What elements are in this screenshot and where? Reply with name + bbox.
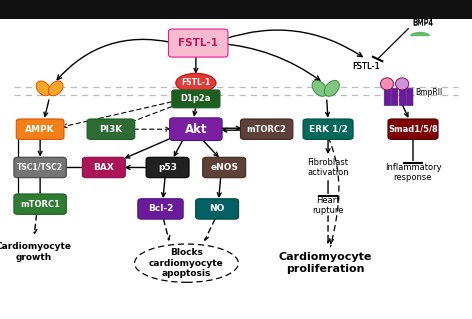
FancyBboxPatch shape xyxy=(303,119,353,139)
Text: Cardiomyocyte
proliferation: Cardiomyocyte proliferation xyxy=(279,252,372,274)
Ellipse shape xyxy=(380,78,394,90)
Text: D1p2a: D1p2a xyxy=(181,94,211,103)
Text: Cardiomyocyte
growth: Cardiomyocyte growth xyxy=(0,242,72,262)
Text: Bcl-2: Bcl-2 xyxy=(148,204,173,213)
Ellipse shape xyxy=(312,80,327,96)
Text: PI3K: PI3K xyxy=(99,125,123,134)
Text: FSTL-1: FSTL-1 xyxy=(181,78,211,87)
FancyBboxPatch shape xyxy=(146,157,189,178)
FancyBboxPatch shape xyxy=(14,194,66,214)
FancyBboxPatch shape xyxy=(170,118,222,140)
Text: mTORC2: mTORC2 xyxy=(247,125,287,134)
Text: Inflammatory
response: Inflammatory response xyxy=(385,163,441,182)
Text: eNOS: eNOS xyxy=(210,163,238,172)
Text: NO: NO xyxy=(210,204,225,213)
FancyBboxPatch shape xyxy=(16,119,64,139)
Ellipse shape xyxy=(176,73,216,93)
Ellipse shape xyxy=(324,80,339,96)
FancyBboxPatch shape xyxy=(172,90,220,108)
FancyBboxPatch shape xyxy=(87,119,135,139)
FancyBboxPatch shape xyxy=(391,88,398,106)
Text: Heart
rupture: Heart rupture xyxy=(312,196,344,215)
Text: Blocks
cardiomyocyte
apoptosis: Blocks cardiomyocyte apoptosis xyxy=(149,248,224,278)
Text: Fibroblast
activation: Fibroblast activation xyxy=(307,158,349,177)
Bar xyxy=(0,0,472,19)
Text: FSTL-1: FSTL-1 xyxy=(178,38,218,48)
FancyBboxPatch shape xyxy=(399,88,406,106)
FancyBboxPatch shape xyxy=(82,157,125,178)
FancyBboxPatch shape xyxy=(384,88,391,106)
FancyBboxPatch shape xyxy=(169,29,228,57)
Text: BMP4: BMP4 xyxy=(412,19,433,28)
Text: Akt: Akt xyxy=(185,123,207,136)
Text: AMPK: AMPK xyxy=(25,125,55,134)
Polygon shape xyxy=(411,33,430,35)
FancyBboxPatch shape xyxy=(203,157,245,178)
FancyBboxPatch shape xyxy=(240,119,293,139)
Ellipse shape xyxy=(396,78,409,90)
Text: ERK 1/2: ERK 1/2 xyxy=(309,125,347,134)
Text: mTORC1: mTORC1 xyxy=(20,200,60,209)
Text: TSC1/TSC2: TSC1/TSC2 xyxy=(17,163,63,172)
Text: p53: p53 xyxy=(158,163,177,172)
Text: BmpRII: BmpRII xyxy=(415,88,443,97)
Ellipse shape xyxy=(48,81,63,96)
FancyBboxPatch shape xyxy=(138,199,183,219)
Text: BAX: BAX xyxy=(93,163,114,172)
Text: FSTL-1: FSTL-1 xyxy=(352,63,379,71)
Ellipse shape xyxy=(36,81,51,96)
FancyBboxPatch shape xyxy=(388,119,438,139)
Text: FSTL-1: FSTL-1 xyxy=(352,63,379,71)
Text: BMP4: BMP4 xyxy=(412,18,433,27)
FancyBboxPatch shape xyxy=(14,157,66,178)
FancyBboxPatch shape xyxy=(406,88,413,106)
FancyBboxPatch shape xyxy=(196,199,239,219)
Text: Smad1/5/8: Smad1/5/8 xyxy=(388,125,438,134)
